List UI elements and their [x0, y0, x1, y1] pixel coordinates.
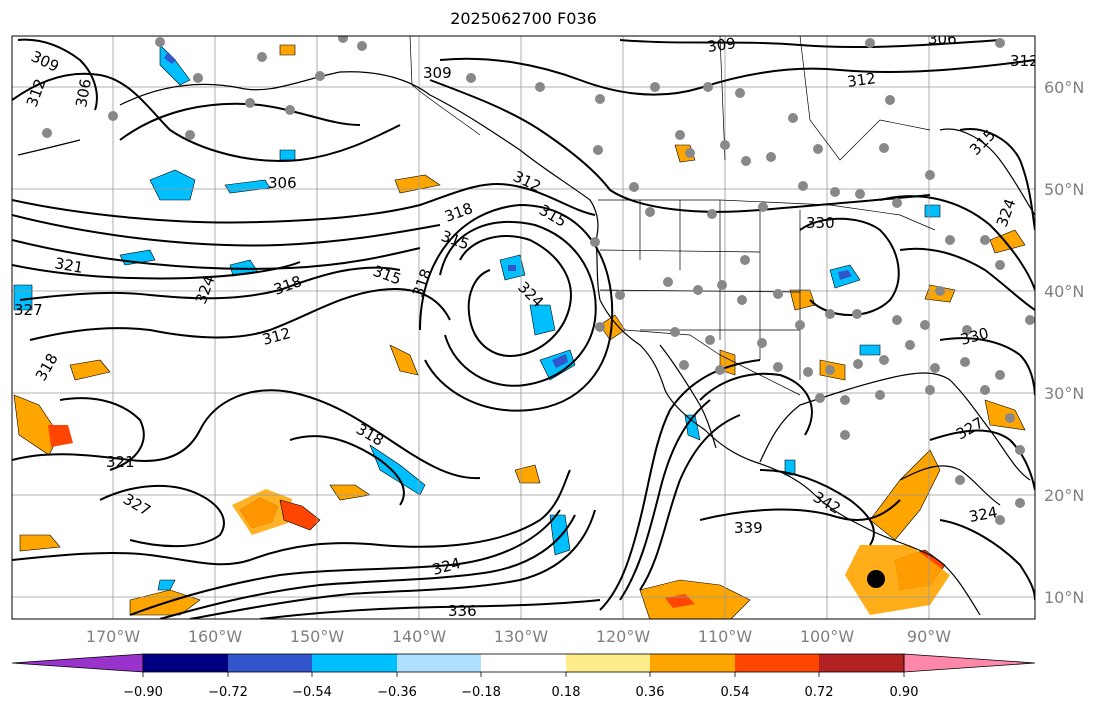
contour-label: 330 [806, 214, 835, 232]
lat-label: 30°N [1044, 384, 1084, 403]
contour-label: 306 [72, 77, 95, 108]
lat-label: 50°N [1044, 180, 1084, 199]
colorbar-label: 0.54 [721, 685, 750, 700]
contour-label: 339 [734, 519, 763, 537]
colorbar-bin [481, 654, 566, 672]
coastlines [17, 71, 1035, 616]
contour-label: 312 [1010, 52, 1039, 70]
contour-label: 324 [968, 503, 999, 526]
colorbar-label: −0.36 [377, 685, 417, 700]
station-dots [42, 36, 1035, 525]
contour-label: 321 [106, 453, 135, 471]
map-title: 2025062700 F036 [450, 9, 597, 28]
lon-label: 120°W [596, 627, 651, 646]
lat-label: 20°N [1044, 486, 1084, 505]
lon-label: 100°W [800, 627, 855, 646]
colorbar-label: −0.54 [292, 685, 332, 700]
contour-label: 327 [14, 301, 43, 319]
colorbar-bin [143, 654, 228, 672]
lon-label: 130°W [494, 627, 549, 646]
contour-label: 321 [53, 254, 84, 277]
lon-label: 140°W [392, 627, 447, 646]
contour-label: 306 [268, 174, 297, 192]
colorbar-extend-high [903, 653, 1036, 673]
lon-label: 110°W [698, 627, 753, 646]
lon-label: 90°W [907, 627, 951, 646]
contour-label: 309 [706, 34, 737, 56]
graticule [12, 36, 1035, 619]
colorbar-bin [397, 654, 481, 672]
colorbar-label: 0.36 [636, 685, 665, 700]
longitude-labels: 170°W 160°W 150°W 140°W 130°W 120°W 110°… [86, 627, 951, 646]
colorbar-bin [735, 654, 819, 672]
lat-label: 10°N [1044, 588, 1084, 607]
colorbar: −0.90 −0.72 −0.54 −0.36 −0.18 0.18 0.36 … [11, 653, 1036, 700]
contour-label: 309 [423, 64, 452, 82]
colorbar-bin [312, 654, 397, 672]
colorbar-label: −0.90 [123, 685, 163, 700]
lon-label: 160°W [188, 627, 243, 646]
lat-label: 60°N [1044, 78, 1084, 97]
marker-dot [867, 570, 885, 588]
colorbar-label: 0.72 [805, 685, 834, 700]
latitude-labels: 60°N 50°N 40°N 30°N 20°N 10°N [1044, 78, 1084, 607]
colorbar-label: −0.18 [461, 685, 501, 700]
map-frame [11, 35, 1036, 620]
lon-label: 150°W [290, 627, 345, 646]
colorbar-bin [566, 654, 650, 672]
contour-label: 312 [846, 69, 877, 91]
colorbar-extend-low [11, 653, 144, 673]
colorbar-label: 0.18 [552, 685, 581, 700]
colorbar-bin [650, 654, 735, 672]
map-area: 309 312 306 309 309 306 312 312 315 318 … [12, 30, 1039, 620]
lat-label: 40°N [1044, 282, 1084, 301]
contour-label: 336 [448, 602, 477, 620]
contour-label: 306 [928, 30, 957, 48]
lon-label: 170°W [86, 627, 141, 646]
shaded-patches [13, 44, 1026, 619]
colorbar-bin [228, 654, 312, 672]
colorbar-label: 0.90 [890, 685, 919, 700]
colorbar-bin [819, 654, 904, 672]
colorbar-label: −0.72 [208, 685, 248, 700]
